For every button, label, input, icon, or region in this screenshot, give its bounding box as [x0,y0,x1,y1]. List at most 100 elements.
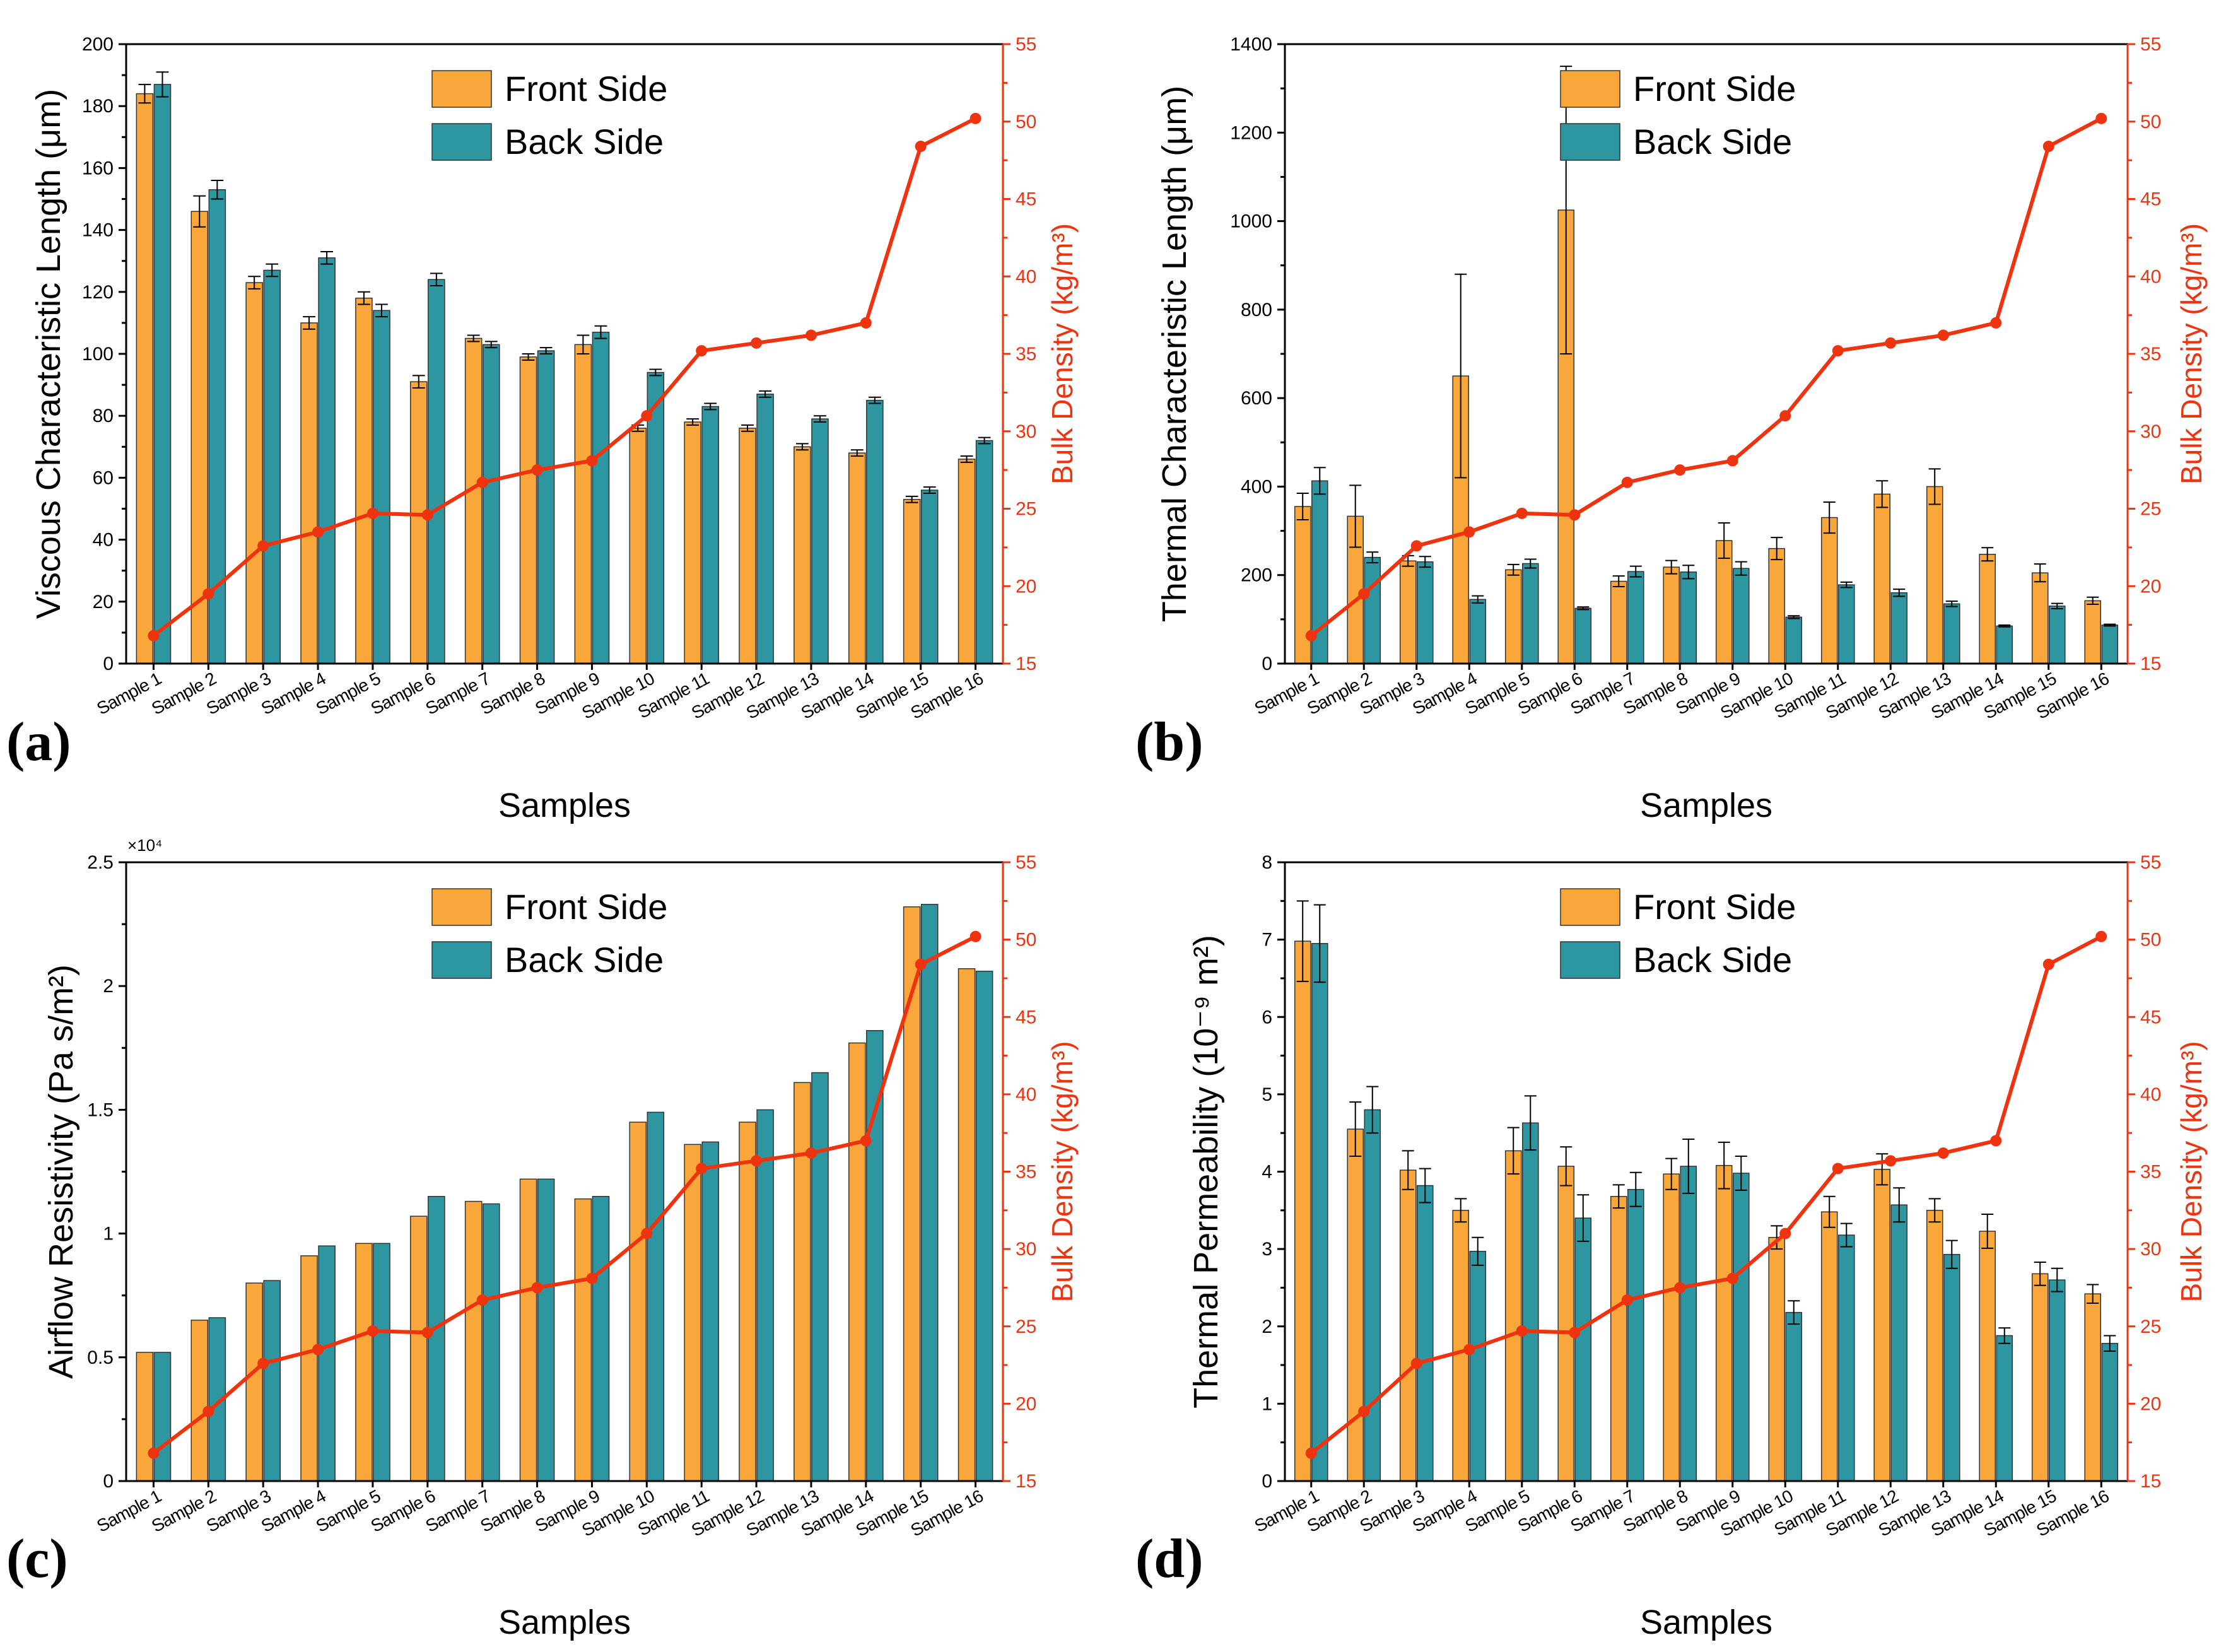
back-error-bar-7 [1629,1171,1642,1207]
back-side-bar-7 [482,1203,500,1482]
back-side-bar-15 [2049,606,2066,664]
back-error-bar-3 [266,263,279,278]
y2-tick-label: 50 [1016,930,1036,951]
back-error-bar-6 [1577,1194,1590,1242]
y-tick-label: 600 [1241,388,1272,409]
back-error-bar-8 [1682,565,1695,580]
bulk-density-point-5 [1516,507,1528,519]
y2-tick-label: 25 [2140,499,2161,520]
front-side-bar-15 [903,499,921,664]
y2-tick-label: 55 [1016,34,1036,55]
bulk-density-point-15 [2042,958,2054,970]
front-error-bar-11 [1823,501,1836,534]
y-tick-label: 2.5 [87,852,114,873]
back-side-bar-10 [647,1111,665,1482]
back-side-bar-8 [537,1178,555,1482]
back-side-bar-12 [1890,592,1908,664]
back-side-bar-13 [1943,1253,1960,1482]
front-error-bar-6 [412,375,425,389]
y2-tick-label: 15 [1016,653,1036,674]
front-side-bar-13 [794,446,811,664]
back-side-bar-11 [1838,1234,1855,1482]
bulk-density-point-4 [312,526,324,538]
front-error-bar-5 [1507,563,1520,576]
y-tick-label: 100 [82,344,114,365]
y-tick-label: 40 [93,530,114,551]
back-error-bar-15 [923,486,936,494]
back-error-bar-4 [320,250,333,265]
bulk-density-line [1309,117,2102,638]
y-tick-label: 1400 [1230,34,1272,55]
front-side-bar-3 [1399,560,1417,664]
legend-front-label: Front Side [505,69,667,108]
front-side-bar-14 [1979,1231,1996,1482]
y2-tick-label: 20 [1016,1393,1036,1414]
legend-front-swatch [431,888,492,926]
bulk-density-line [152,117,976,638]
back-error-bar-11 [1840,1222,1853,1248]
x-axis-title: Samples [498,1603,631,1641]
y-tick-label: 80 [93,406,114,426]
front-side-bar-7 [464,337,483,664]
back-side-bar-11 [701,1141,719,1482]
bulk-density-point-14 [860,317,872,329]
back-side-bar-4 [1469,599,1487,664]
back-side-bar-2 [1364,556,1381,664]
front-side-bar-3 [245,1282,263,1482]
back-side-bar-13 [811,418,829,664]
back-error-bar-16 [2104,1335,2116,1352]
panel-label: (a) [6,712,71,773]
back-side-bar-16 [2101,1342,2119,1482]
bulk-density-point-3 [257,1357,269,1369]
y2-tick-label: 40 [1016,266,1036,287]
back-side-bar-7 [482,344,500,664]
x-axis-title: Samples [1640,1603,1772,1641]
back-side-bar-15 [2049,1279,2066,1482]
back-error-bar-8 [539,347,553,354]
back-error-bar-7 [484,341,498,349]
bulk-density-point-7 [1621,476,1633,488]
y-tick-label: 8 [1262,852,1272,873]
front-error-bar-1 [1296,492,1309,521]
back-error-bar-5 [1524,558,1537,569]
x-axis-title: Samples [1640,787,1772,824]
back-error-bar-6 [430,272,443,286]
back-side-bar-6 [428,279,445,664]
front-side-bar-1 [136,93,154,664]
y2-tick-label: 35 [1016,1162,1036,1183]
back-side-bar-14 [866,399,884,664]
y-axis-title: Thermal Characteristic Length (μm) [1156,86,1193,622]
back-error-bar-10 [1788,615,1800,619]
bulk-density-point-2 [1358,588,1370,600]
y2-tick-label: 15 [1016,1471,1036,1492]
y2-axis-title: Bulk Density (kg/m³) [2175,223,2208,484]
front-error-bar-12 [1876,480,1889,508]
bulk-density-point-9 [1726,1272,1738,1284]
back-side-bar-4 [318,257,336,664]
back-error-bar-12 [1893,1187,1906,1223]
back-error-bar-8 [1682,1138,1695,1194]
back-side-bar-10 [1785,616,1803,664]
front-side-bar-5 [1504,569,1522,664]
legend-back-swatch [431,123,492,161]
back-side-bar-16 [975,440,993,664]
front-side-bar-7 [1610,1195,1627,1482]
bulk-density-point-6 [421,509,433,521]
back-error-bar-6 [1577,606,1590,611]
y2-tick-label: 35 [2140,344,2161,365]
front-error-bar-6 [1560,1146,1573,1186]
front-error-bar-12 [1876,1153,1889,1186]
y2-tick-label: 20 [2140,1393,2161,1414]
back-side-bar-10 [1785,1311,1803,1482]
bulk-density-point-9 [586,455,598,467]
bulk-density-point-8 [531,1282,543,1294]
front-side-bar-14 [848,1042,866,1482]
y-tick-label: 160 [82,158,114,179]
front-error-bar-2 [193,195,206,228]
y-axis-title: Airflow Resistivity (Pa s/m²) [42,964,80,1379]
front-side-bar-11 [684,1144,701,1482]
bulk-density-point-5 [366,507,378,519]
bulk-density-point-16 [2095,930,2107,942]
bulk-density-point-1 [148,1447,160,1459]
